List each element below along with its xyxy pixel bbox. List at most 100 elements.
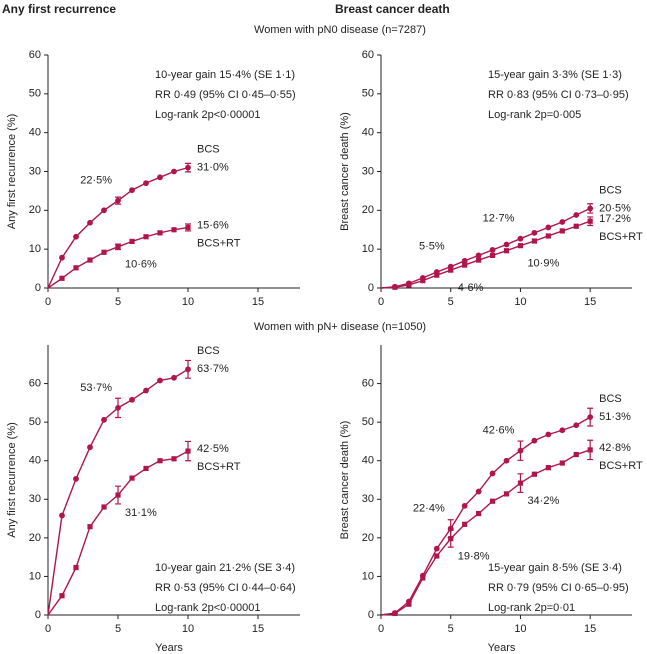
marker <box>157 230 163 236</box>
y-tick-label: 0 <box>35 609 41 621</box>
marker <box>406 282 412 288</box>
y-tick-label: 30 <box>362 165 374 177</box>
x-tick-label: 5 <box>448 623 454 635</box>
series-name: BCS <box>197 144 220 156</box>
value-label: 31·1% <box>125 507 157 519</box>
x-tick-label: 0 <box>378 296 384 308</box>
marker <box>73 265 79 271</box>
x-tick-label: 10 <box>182 623 194 635</box>
y-tick-label: 30 <box>29 493 41 505</box>
y-tick-label: 10 <box>29 243 41 255</box>
marker <box>87 444 93 451</box>
value-label: 42·6% <box>483 425 515 437</box>
marker <box>503 241 510 248</box>
x-tick-label: 15 <box>584 296 596 308</box>
value-label: 20·5% <box>599 202 631 214</box>
marker <box>462 521 468 527</box>
marker <box>489 247 496 253</box>
x-tick-label: 10 <box>182 296 194 308</box>
marker <box>503 248 510 254</box>
marker <box>545 431 552 438</box>
marker <box>531 437 538 444</box>
marker <box>59 512 65 519</box>
marker <box>420 575 426 581</box>
y-tick-label: 60 <box>362 377 374 389</box>
marker <box>101 504 107 510</box>
marker <box>87 257 93 263</box>
marker <box>545 465 551 471</box>
marker <box>545 224 552 231</box>
y-tick-label: 60 <box>29 377 41 389</box>
row-title: Women with pN0 disease (n=7287) <box>254 24 426 36</box>
y-tick-label: 60 <box>29 49 41 61</box>
value-label: 22·5% <box>80 175 112 187</box>
marker <box>392 610 398 617</box>
marker <box>59 254 65 261</box>
y-tick-label: 10 <box>362 243 374 255</box>
value-label: 10·6% <box>125 259 157 271</box>
value-label: 51·3% <box>599 411 631 423</box>
x-tick-label: 15 <box>584 623 596 635</box>
marker <box>185 224 191 231</box>
marker <box>573 212 580 218</box>
marker <box>434 553 440 559</box>
marker <box>559 427 566 434</box>
series-name: BCS <box>599 184 622 196</box>
y-tick-label: 10 <box>29 570 41 582</box>
value-label: 42·8% <box>599 442 631 454</box>
marker <box>448 536 454 542</box>
annotation: Log-rank 2p<0·00001 <box>155 602 261 614</box>
series-name: BCS+RT <box>599 231 643 243</box>
marker <box>171 227 177 233</box>
y-tick-label: 40 <box>362 455 374 467</box>
marker <box>185 366 191 373</box>
marker <box>531 471 537 477</box>
marker <box>476 257 482 263</box>
marker <box>129 187 135 194</box>
y-tick-label: 50 <box>362 416 374 428</box>
marker <box>171 374 177 381</box>
marker <box>559 460 565 466</box>
marker <box>559 228 565 234</box>
marker <box>87 524 93 530</box>
marker <box>129 238 135 244</box>
marker <box>115 197 121 204</box>
marker <box>143 180 149 187</box>
marker <box>461 257 468 264</box>
y-axis-label: Any first recurrence (%) <box>6 114 18 230</box>
marker <box>433 545 440 552</box>
marker <box>59 275 65 281</box>
y-tick-label: 40 <box>29 455 41 467</box>
marker <box>559 219 566 225</box>
annotation: 10-year gain 21·2% (SE 3·4) <box>155 562 295 574</box>
marker <box>73 564 79 571</box>
series-name: BCS+RT <box>197 461 241 473</box>
marker <box>531 238 537 244</box>
y-tick-label: 30 <box>362 493 374 505</box>
value-label: 53·7% <box>80 382 112 394</box>
marker <box>171 168 177 175</box>
annotation: Log-rank 2p=0·005 <box>488 109 581 121</box>
y-axis-label: Breast cancer death (%) <box>339 421 351 540</box>
annotation: Log-rank 2p=0·01 <box>488 602 575 614</box>
value-label: 12·7% <box>483 213 515 225</box>
marker <box>157 377 163 384</box>
series-line <box>47 226 189 289</box>
marker <box>73 475 79 482</box>
marker <box>475 252 482 259</box>
marker <box>101 416 107 423</box>
marker <box>517 235 524 242</box>
y-axis-label: Breast cancer death (%) <box>339 112 351 231</box>
marker <box>489 498 496 504</box>
value-label: 34·2% <box>527 495 559 507</box>
marker <box>143 465 149 472</box>
x-tick-label: 0 <box>378 623 384 635</box>
series-name: BCS <box>599 393 622 405</box>
marker <box>185 448 191 454</box>
marker <box>475 488 482 495</box>
value-label: 19·8% <box>458 551 490 563</box>
x-tick-label: 15 <box>252 623 264 635</box>
x-tick-label: 0 <box>45 296 51 308</box>
series-line <box>380 416 591 616</box>
annotation: RR 0·49 (95% CI 0·45–0·55) <box>155 89 296 101</box>
